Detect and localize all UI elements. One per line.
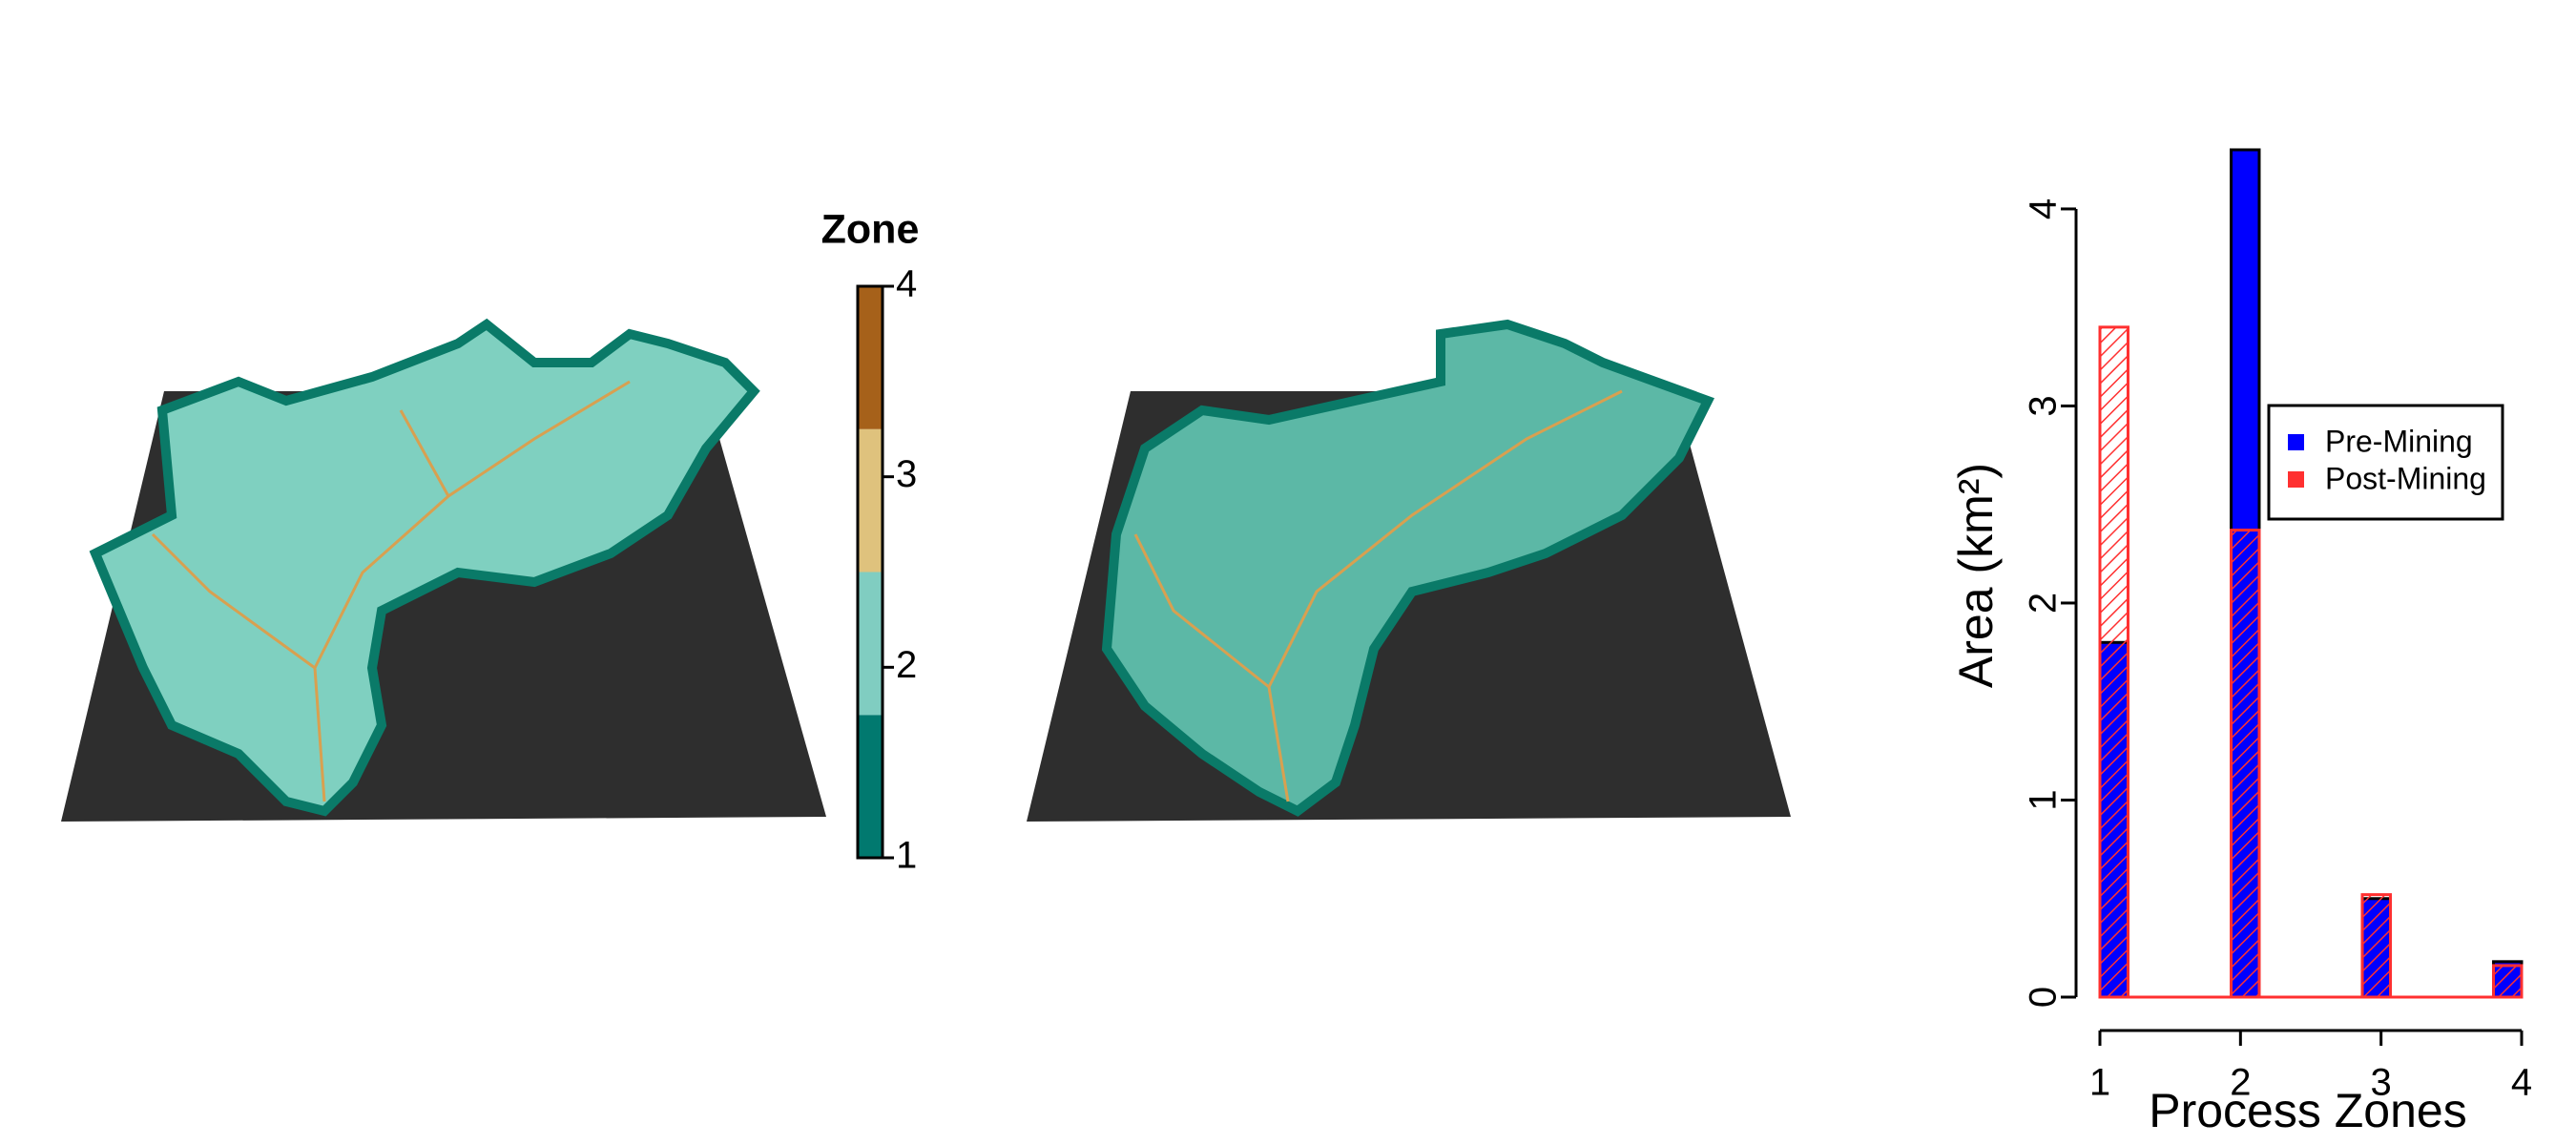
y-axis-label: Area (km²) <box>1949 463 2003 688</box>
y-tick-label: 4 <box>2023 198 2065 219</box>
bar <box>2098 325 2129 999</box>
y-tick-label: 2 <box>2023 593 2065 614</box>
colorbar-title: Zone <box>821 206 920 252</box>
legend-box <box>2267 404 2504 521</box>
x-tick-label: 2 <box>2230 1062 2251 1104</box>
y-tick-label: 1 <box>2023 789 2065 810</box>
colorbar-frame <box>856 284 884 860</box>
colorbar-segment <box>858 572 883 716</box>
tick-label: 2 <box>896 644 917 686</box>
colorbar-segment <box>858 428 883 572</box>
legend-label: Pre-Mining <box>2325 424 2473 458</box>
terrain-pre <box>61 318 826 822</box>
y-tick-label: 0 <box>2023 987 2065 1008</box>
x-tick-label: 3 <box>2371 1062 2392 1104</box>
x-tick-label: 4 <box>2511 1062 2532 1104</box>
bar <box>2492 964 2524 999</box>
colorbar-segment <box>858 715 883 858</box>
y-tick-label: 3 <box>2023 395 2065 416</box>
terrain-post <box>1027 319 1791 822</box>
legend-swatch <box>2288 471 2304 488</box>
bar <box>2360 893 2392 999</box>
x-axis-label: Process Zones <box>2149 1084 2466 1137</box>
legend-label: Post-Mining <box>2325 461 2486 495</box>
tick-label: 3 <box>896 453 917 495</box>
colorbar-segment <box>858 286 883 429</box>
tick-label: 4 <box>896 263 917 305</box>
tick-label: 1 <box>896 835 917 877</box>
legend-swatch <box>2288 434 2304 450</box>
bar <box>2230 529 2261 999</box>
x-tick-label: 1 <box>2089 1062 2110 1104</box>
